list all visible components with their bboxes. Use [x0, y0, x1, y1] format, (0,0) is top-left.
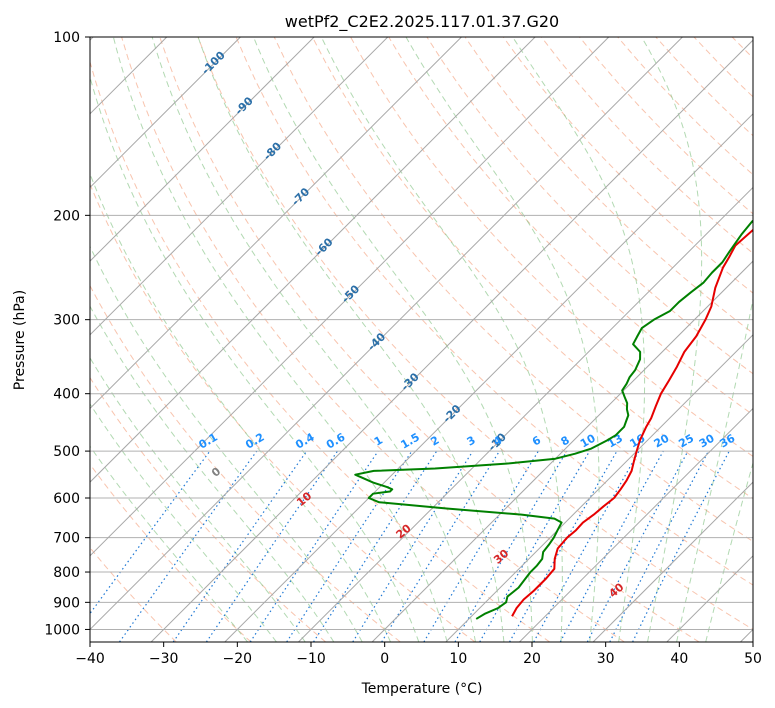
- mixing-ratio-line: [454, 450, 568, 642]
- moist-adiabat-line: [197, 37, 505, 642]
- y-axis: 100 200 300 400 500 600 700 800 900 1000: [44, 30, 90, 638]
- dry-adiabat-line: [235, 37, 753, 586]
- isotherms: [90, 37, 753, 642]
- isotherm-line: [298, 186, 753, 642]
- mixing-ratio-line: [172, 450, 308, 642]
- mixing-ratio-line: [352, 450, 474, 642]
- moist-adiabat-line: [512, 37, 646, 642]
- isotherm-line: [519, 407, 753, 642]
- moist-adiabat-line: [705, 461, 753, 642]
- mixing-ratio-line: [423, 450, 539, 642]
- mixing-ratio-line: [249, 450, 379, 642]
- mixing-ratio-line: [313, 450, 438, 642]
- moist-adiabat-line: [320, 37, 563, 642]
- isotherm-line: [224, 113, 753, 642]
- plot-frame: [89, 36, 754, 643]
- pressure-gridlines: [90, 37, 753, 630]
- isotherm-line: [90, 37, 610, 557]
- dry-adiabat-line: [197, 37, 753, 631]
- y-tick-label: 100: [53, 30, 80, 46]
- mixing-ratio-line: [559, 450, 664, 642]
- dewpoint-profile-line: [354, 219, 753, 620]
- x-tick-label: −20: [223, 651, 253, 667]
- x-tick-label: −40: [75, 651, 105, 667]
- isotherm-line: [90, 37, 683, 631]
- x-tick-label: 30: [597, 651, 615, 667]
- plot-area: -100-90-80-70-60-50-40-30-20-10 0.1 0.2 0.…: [90, 37, 753, 642]
- y-tick-label: 800: [53, 565, 80, 581]
- x-tick-label: 10: [449, 651, 467, 667]
- dry-adiabat-line: [502, 37, 753, 294]
- x-tick-label: 50: [744, 651, 762, 667]
- isotherm-line: [371, 260, 753, 642]
- x-axis-title: Temperature (°C): [361, 681, 483, 697]
- isotherm-line: [592, 481, 753, 642]
- moist-adiabat-line: [90, 356, 306, 642]
- isotherm-line: [445, 334, 753, 642]
- x-tick-label: 20: [523, 651, 541, 667]
- mixing-ratio-line: [586, 450, 689, 642]
- x-tick-label: −10: [296, 651, 326, 667]
- moist-adiabat-line: [405, 37, 600, 642]
- moist-adiabat-line: [112, 37, 448, 642]
- y-tick-label: 500: [53, 444, 80, 460]
- y-axis-title: Pressure (hPa): [12, 290, 28, 390]
- isotherm-line: [90, 37, 315, 262]
- mixing-ratio-line: [205, 450, 339, 642]
- moist-adiabat-line: [90, 445, 249, 642]
- dry-adiabat-line: [90, 60, 551, 642]
- dry-adiabat-line: [273, 37, 753, 543]
- temperature-profile-line: [511, 228, 753, 617]
- profile-series: [354, 219, 753, 620]
- moist-adiabat-line: [90, 245, 363, 642]
- moist-adiabats: [90, 37, 753, 642]
- moist-adiabat-line: [90, 403, 277, 642]
- dry-adiabat-line: [90, 463, 252, 642]
- isotherm-line: [150, 39, 753, 642]
- isotherm-line: [90, 37, 536, 483]
- x-tick-label: 0: [380, 651, 389, 667]
- isotherm-line: [90, 37, 462, 410]
- y-tick-label: 700: [53, 531, 80, 547]
- isotherm-line: [90, 37, 241, 189]
- x-tick-label: 40: [670, 651, 688, 667]
- x-axis: −40 −30 −20 −10 0 10 20 30 40 50: [75, 642, 762, 667]
- moist-adiabat-line: [90, 172, 392, 642]
- dry-adiabat-line: [311, 37, 753, 500]
- dry-adiabat-line: [159, 37, 700, 642]
- chart-title: wetPf2_C2E2.2025.117.01.37.G20: [285, 12, 559, 32]
- y-tick-label: 400: [53, 387, 80, 403]
- moist-adiabat-line: [253, 37, 533, 642]
- mixing-ratio-line: [119, 450, 258, 642]
- y-tick-label: 600: [53, 491, 80, 507]
- x-tick-label: −30: [149, 651, 179, 667]
- y-tick-label: 200: [53, 208, 80, 224]
- moist-adiabat-line: [90, 305, 335, 642]
- isotherm-line: [90, 37, 389, 336]
- moist-adiabat-line: [90, 75, 420, 642]
- moist-adiabat-line: [641, 37, 703, 642]
- y-tick-label: 300: [53, 313, 80, 329]
- moist-adiabat-line: [151, 37, 476, 642]
- moist-adiabat-line: [676, 296, 753, 642]
- y-tick-label: 1000: [44, 622, 80, 638]
- mixing-ratio-line: [286, 450, 413, 642]
- y-tick-label: 900: [53, 595, 80, 611]
